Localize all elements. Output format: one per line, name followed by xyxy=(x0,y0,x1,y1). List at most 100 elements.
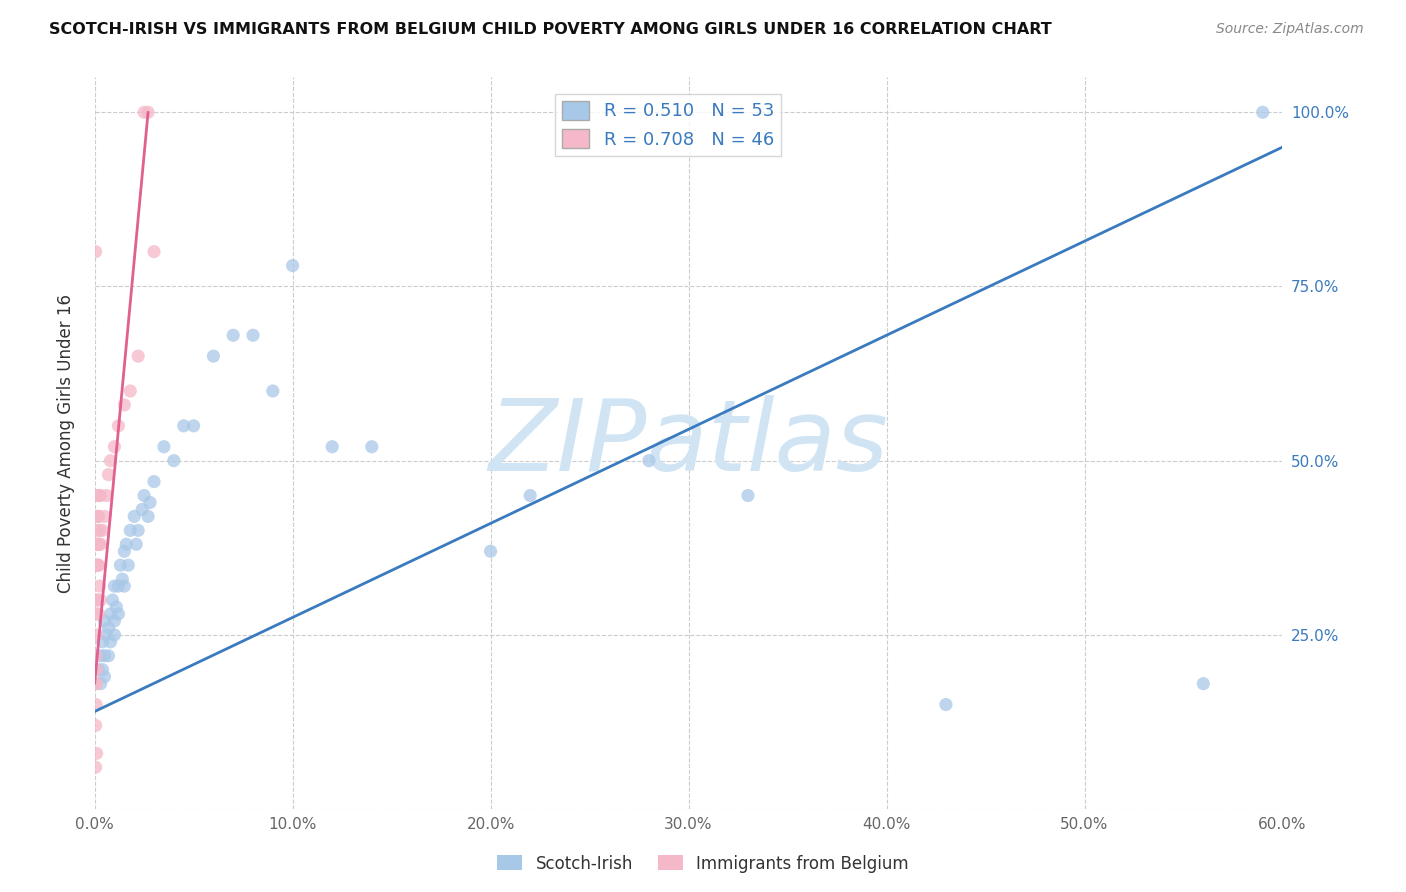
Point xyxy=(87,663,110,677)
Point xyxy=(321,440,343,454)
Point xyxy=(100,453,122,467)
Legend: R = 0.510   N = 53, R = 0.708   N = 46: R = 0.510 N = 53, R = 0.708 N = 46 xyxy=(555,94,782,156)
Point xyxy=(115,537,138,551)
Point xyxy=(110,558,132,573)
Point xyxy=(84,676,107,690)
Point xyxy=(100,607,122,621)
Point xyxy=(86,558,108,573)
Point xyxy=(87,607,110,621)
Point xyxy=(90,593,112,607)
Point xyxy=(242,328,264,343)
Point xyxy=(84,760,107,774)
Point xyxy=(86,558,108,573)
Point xyxy=(134,489,156,503)
Point xyxy=(90,489,112,503)
Point xyxy=(737,489,759,503)
Text: SCOTCH-IRISH VS IMMIGRANTS FROM BELGIUM CHILD POVERTY AMONG GIRLS UNDER 16 CORRE: SCOTCH-IRISH VS IMMIGRANTS FROM BELGIUM … xyxy=(49,22,1052,37)
Point xyxy=(127,349,149,363)
Point xyxy=(86,537,108,551)
Point xyxy=(84,244,107,259)
Point xyxy=(90,537,112,551)
Point xyxy=(103,628,125,642)
Point xyxy=(143,244,166,259)
Point xyxy=(97,648,120,663)
Point xyxy=(935,698,957,712)
Point xyxy=(96,628,118,642)
Point xyxy=(90,676,112,690)
Point xyxy=(97,621,120,635)
Point xyxy=(136,105,159,120)
Point xyxy=(136,509,159,524)
Point xyxy=(97,467,120,482)
Point xyxy=(122,509,145,524)
Point xyxy=(86,537,108,551)
Point xyxy=(103,440,125,454)
Point xyxy=(139,495,162,509)
Point xyxy=(100,635,122,649)
Point xyxy=(173,418,195,433)
Point xyxy=(183,418,205,433)
Point xyxy=(638,453,661,467)
Point xyxy=(87,524,110,538)
Point xyxy=(86,593,108,607)
Point xyxy=(86,747,108,761)
Point xyxy=(479,544,502,558)
Legend: Scotch-Irish, Immigrants from Belgium: Scotch-Irish, Immigrants from Belgium xyxy=(491,848,915,880)
Point xyxy=(93,648,115,663)
Point xyxy=(101,593,124,607)
Point xyxy=(127,524,149,538)
Point xyxy=(125,537,148,551)
Point xyxy=(89,579,111,593)
Point xyxy=(112,398,135,412)
Point xyxy=(87,537,110,551)
Point xyxy=(112,579,135,593)
Point xyxy=(84,676,107,690)
Point xyxy=(120,384,142,398)
Y-axis label: Child Poverty Among Girls Under 16: Child Poverty Among Girls Under 16 xyxy=(58,293,75,593)
Point xyxy=(96,489,118,503)
Point xyxy=(89,537,111,551)
Point xyxy=(86,489,108,503)
Point xyxy=(103,579,125,593)
Text: Source: ZipAtlas.com: Source: ZipAtlas.com xyxy=(1216,22,1364,37)
Point xyxy=(117,558,139,573)
Point xyxy=(519,489,541,503)
Point xyxy=(89,524,111,538)
Point xyxy=(202,349,225,363)
Point xyxy=(87,558,110,573)
Point xyxy=(131,502,153,516)
Point xyxy=(105,599,128,614)
Point xyxy=(112,544,135,558)
Point xyxy=(163,453,186,467)
Point xyxy=(1251,105,1274,120)
Point xyxy=(86,593,108,607)
Point xyxy=(87,558,110,573)
Point xyxy=(107,607,129,621)
Point xyxy=(107,418,129,433)
Point xyxy=(281,259,304,273)
Point xyxy=(87,509,110,524)
Point xyxy=(222,328,245,343)
Point xyxy=(103,614,125,628)
Point xyxy=(91,524,114,538)
Point xyxy=(87,509,110,524)
Point xyxy=(143,475,166,489)
Point xyxy=(86,509,108,524)
Point xyxy=(93,670,115,684)
Point xyxy=(153,440,176,454)
Point xyxy=(134,105,156,120)
Point xyxy=(84,698,107,712)
Point xyxy=(86,607,108,621)
Point xyxy=(84,718,107,732)
Point xyxy=(1192,676,1215,690)
Point xyxy=(120,524,142,538)
Point xyxy=(90,648,112,663)
Point xyxy=(91,663,114,677)
Point xyxy=(93,509,115,524)
Point xyxy=(111,572,134,586)
Point xyxy=(91,635,114,649)
Point xyxy=(86,663,108,677)
Point xyxy=(84,648,107,663)
Point xyxy=(360,440,382,454)
Point xyxy=(107,579,129,593)
